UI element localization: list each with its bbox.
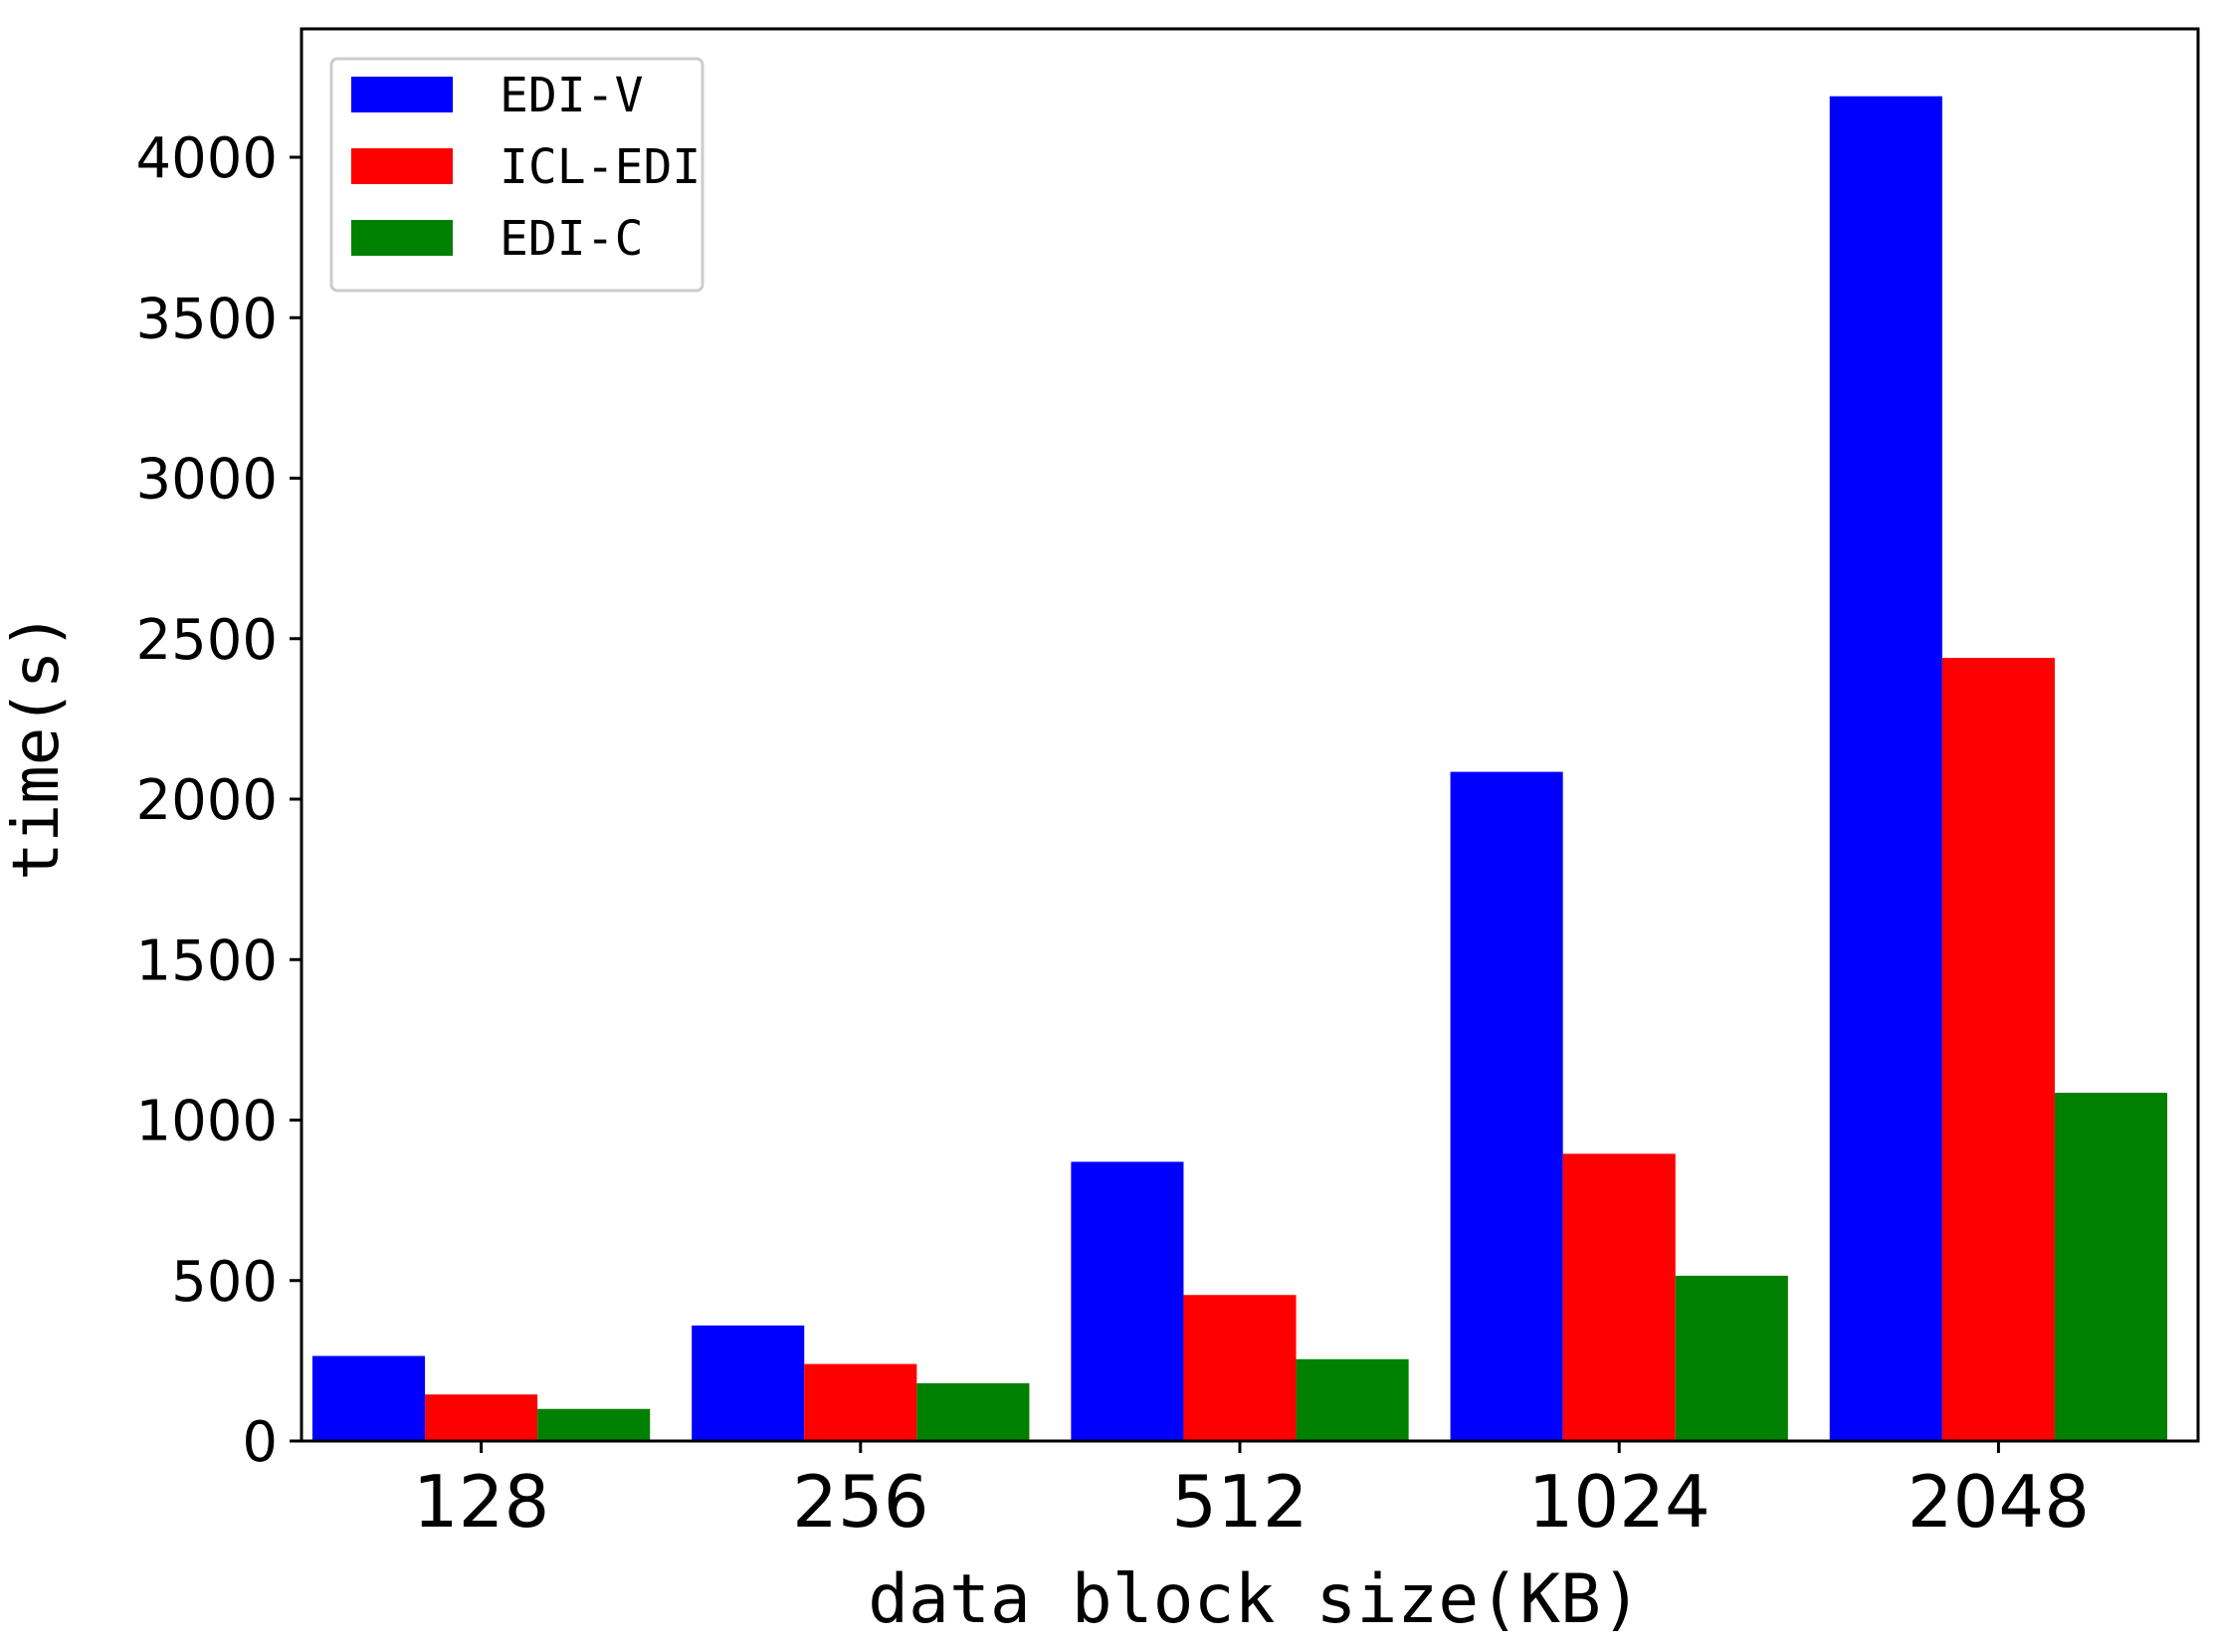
bar-icl-edi-1024	[1562, 1153, 1676, 1441]
x-tick-label-2048: 2048	[1908, 1460, 2090, 1544]
y-axis-label: time(s)	[0, 612, 74, 881]
legend-label-icl-edi: ICL-EDI	[500, 139, 701, 195]
bar-edi-c-512	[1296, 1358, 1409, 1441]
legend-label-edi-c: EDI-C	[500, 211, 644, 267]
bar-edi-v-256	[692, 1325, 805, 1441]
bar-icl-edi-512	[1183, 1295, 1297, 1441]
y-tick-label-500: 500	[171, 1250, 278, 1315]
x-tick-label-1024: 1024	[1528, 1460, 1711, 1544]
bar-icl-edi-2048	[1941, 658, 2055, 1441]
bar-edi-v-2048	[1829, 96, 1942, 1442]
legend-swatch-edi-c	[351, 220, 453, 256]
legend-swatch-edi-v	[351, 77, 453, 112]
y-tick-label-2000: 2000	[135, 768, 278, 833]
x-axis-label: data block size(KB)	[868, 1560, 1642, 1639]
bar-edi-v-512	[1071, 1161, 1184, 1441]
bar-edi-c-2048	[2054, 1093, 2168, 1441]
x-tick-label-256: 256	[792, 1460, 928, 1544]
x-tick-label-512: 512	[1171, 1460, 1308, 1544]
bar-icl-edi-128	[425, 1394, 538, 1441]
bar-edi-v-1024	[1450, 771, 1563, 1441]
y-tick-label-1000: 1000	[135, 1090, 278, 1154]
bar-edi-v-128	[311, 1355, 426, 1441]
bar-edi-c-128	[537, 1408, 651, 1441]
bar-edi-c-1024	[1675, 1275, 1788, 1441]
plot-frame	[300, 27, 2200, 1443]
axes-layer: 0 500 1000 1500 2000 2500 3000 3500 4000 128 256 51…	[0, 27, 2200, 1639]
y-tick-label-0: 0	[242, 1410, 278, 1475]
bar-icl-edi-256	[804, 1363, 917, 1441]
legend: EDI-V ICL-EDI EDI-C	[329, 57, 705, 293]
bar-edi-c-256	[916, 1382, 1030, 1441]
y-tick-label-3000: 3000	[135, 448, 278, 513]
y-tick-label-1500: 1500	[135, 929, 278, 993]
legend-label-edi-v: EDI-V	[500, 68, 644, 123]
legend-swatch-icl-edi	[351, 148, 453, 184]
x-tick-label-128: 128	[413, 1460, 549, 1544]
y-tick-label-2500: 2500	[135, 608, 278, 673]
y-tick-label-3500: 3500	[135, 287, 278, 351]
y-tick-label-4000: 4000	[135, 126, 278, 191]
bars-layer	[311, 96, 2168, 1442]
